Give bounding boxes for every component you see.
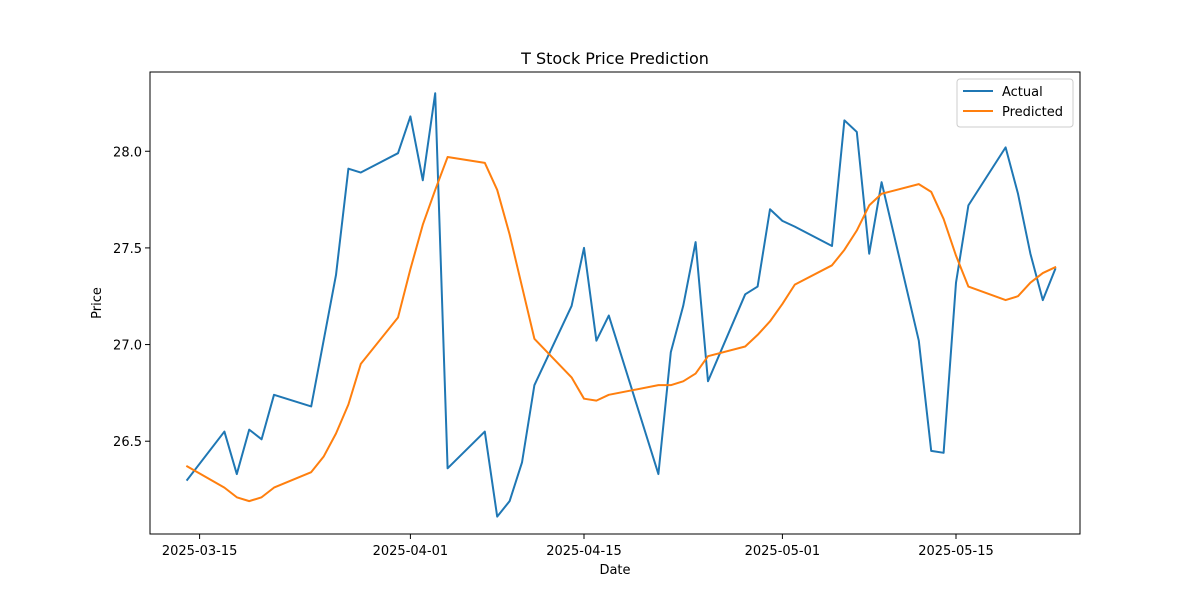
y-tick-label: 26.5: [113, 435, 142, 450]
plot-frame: [149, 71, 1081, 535]
plot-area: [150, 72, 1080, 534]
y-axis: 26.5 27.0 27.5 28.0: [113, 145, 150, 450]
y-tick-label: 27.0: [113, 339, 142, 354]
series-layer: [185, 92, 1057, 518]
y-tick-label: 28.0: [113, 145, 142, 160]
x-tick-label: 2025-04-01: [373, 544, 449, 559]
series-line-predicted: [185, 156, 1057, 503]
legend: Actual Predicted: [956, 78, 1074, 128]
chart-title: T Stock Price Prediction: [520, 49, 709, 68]
y-axis-label: Price: [90, 287, 105, 319]
x-tick-label: 2025-05-15: [918, 544, 994, 559]
x-axis-label: Date: [599, 563, 630, 578]
series-line-actual: [185, 92, 1057, 518]
x-tick-label: 2025-05-01: [745, 544, 821, 559]
x-axis: 2025-03-15 2025-04-01 2025-04-15 2025-05-01…: [162, 534, 994, 559]
x-tick-label: 2025-04-15: [546, 544, 622, 559]
legend-label-predicted: Predicted: [1002, 105, 1063, 120]
x-tick-label: 2025-03-15: [162, 544, 238, 559]
y-tick-label: 27.5: [113, 242, 142, 257]
legend-label-actual: Actual: [1002, 85, 1043, 100]
